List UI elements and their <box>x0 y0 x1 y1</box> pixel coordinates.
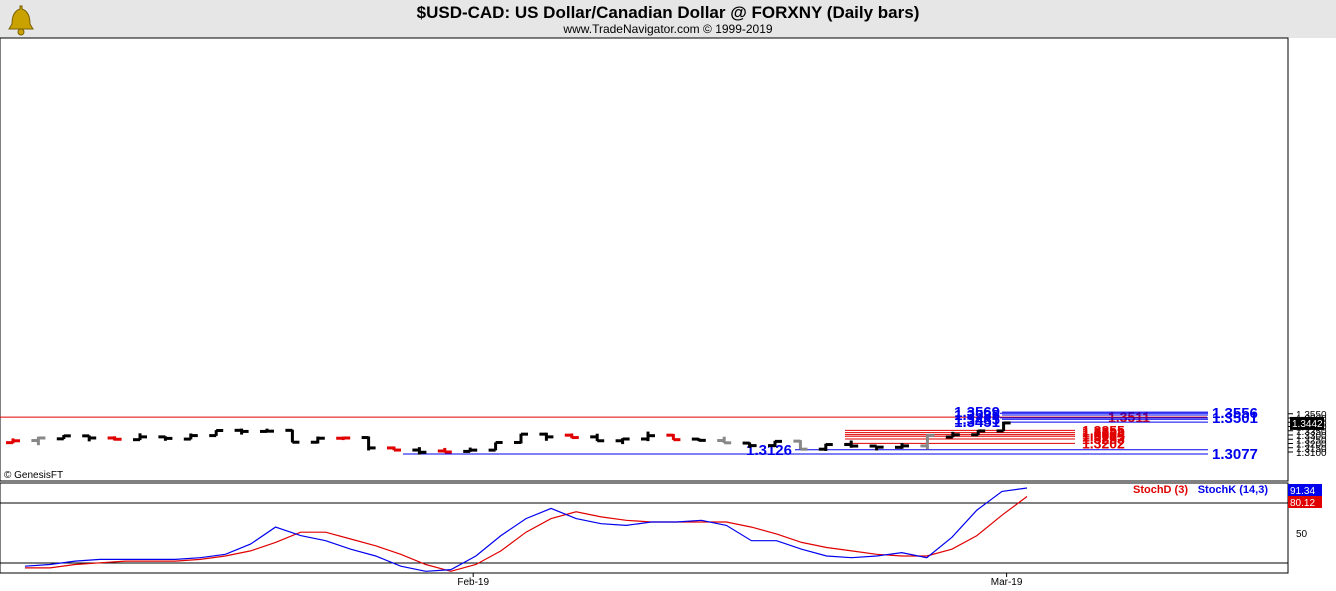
price-panel-frame <box>0 37 1289 482</box>
ohlc-bar <box>945 431 960 439</box>
red-level-label: 1.3202 <box>1082 435 1125 451</box>
ohlc-bar <box>514 432 528 444</box>
ohlc-bar <box>641 431 655 442</box>
stoch-k-badge <box>1288 484 1322 496</box>
blue-level-label: 1.3569 <box>954 404 1000 421</box>
last-price-badge: 1.3442 <box>1290 416 1324 430</box>
ohlc-bar <box>56 434 71 441</box>
blue-level-label: 1.3535 <box>954 407 1000 424</box>
ohlc-bar <box>666 433 681 442</box>
date-tick-label: Feb-19 <box>457 577 489 588</box>
price-tick-label: 1.3300 <box>1296 431 1327 442</box>
ohlc-bar <box>31 436 46 446</box>
stoch-tick-50: 50 <box>1296 529 1308 540</box>
ohlc-bar <box>107 436 122 441</box>
ohlc-bar <box>717 436 732 445</box>
price-tick-label: 1.3350 <box>1296 427 1327 438</box>
red-level-label: 1.3328 <box>1082 425 1125 441</box>
ohlc-bar <box>82 434 97 442</box>
ohlc-bar <box>412 447 427 455</box>
chart-subtitle: www.TradeNavigator.com © 1999-2019 <box>562 22 772 36</box>
stochastic-panel: StochD (3) StochK (14,3) 50 91.34 80.12 … <box>0 482 1322 588</box>
price-tick-label: 1.3250 <box>1296 435 1327 446</box>
ohlc-bar <box>539 432 554 441</box>
ohlc-bar <box>133 433 147 442</box>
watermark: © GenesisFT <box>4 470 63 481</box>
ohlc-bar <box>387 446 401 452</box>
header: $USD-CAD: US Dollar/Canadian Dollar @ FO… <box>0 0 1336 38</box>
blue-level-label: 1.3556 <box>1212 405 1258 422</box>
red-level-label: 1.3285 <box>1082 428 1125 444</box>
ohlc-bar <box>768 439 782 448</box>
stoch-k-value: 91.34 <box>1290 486 1315 497</box>
price-tick-label: 1.3100 <box>1296 448 1327 459</box>
price-panel: 1.31001.31501.32001.32501.33001.33501.34… <box>0 37 1327 482</box>
red-level-label: 1.3355 <box>1082 422 1125 438</box>
ohlc-bar <box>590 433 605 443</box>
ohlc-bar <box>234 428 249 435</box>
date-axis: Feb-19 Mar-19 <box>457 573 1023 588</box>
ohlc-bar <box>336 436 351 441</box>
ohlc-bar <box>615 437 630 445</box>
stoch-k-legend: StochK (14,3) <box>1198 484 1269 496</box>
ohlc-bar <box>895 443 909 449</box>
ohlc-bar <box>209 428 224 438</box>
blue-level-label: 1.3077 <box>1212 446 1258 463</box>
ohlc-bar <box>971 429 986 437</box>
chart-title: $USD-CAD: US Dollar/Canadian Dollar @ FO… <box>417 3 920 22</box>
bell-icon <box>8 5 34 36</box>
header-background <box>0 0 1336 38</box>
stoch-d-badge <box>1288 496 1322 508</box>
red-level-label: 1.3253 <box>1082 431 1125 447</box>
blue-level-label: 1.3451 <box>954 414 1000 431</box>
ohlc-bar <box>844 440 859 448</box>
ohlc-bar <box>869 444 884 451</box>
level-lines: 1.35111.33551.33281.33041.32851.32531.32… <box>0 404 1258 463</box>
ohlc-bar <box>310 436 325 444</box>
blue-level-label: 1.3501 <box>1212 410 1258 427</box>
ohlc-bar <box>285 428 300 444</box>
last-price-label: 1.3442 <box>1292 419 1323 430</box>
stoch-d-line <box>25 496 1028 572</box>
ohlc-bar <box>920 433 935 450</box>
price-tick-label: 1.3550 <box>1296 410 1327 421</box>
price-tick-label: 1.3150 <box>1296 444 1327 455</box>
ohlc-bar <box>158 435 173 441</box>
stoch-d-legend: StochD (3) <box>1133 484 1188 496</box>
price-tick-label: 1.3200 <box>1296 440 1327 451</box>
stoch-d-value: 80.12 <box>1290 498 1315 509</box>
ohlc-bar <box>488 440 503 452</box>
ohlc-bar <box>6 438 20 445</box>
ohlc-bar <box>793 439 808 451</box>
ohlc-bar <box>564 433 579 440</box>
ohlc-bar <box>742 441 757 448</box>
blue-level-label: 1.3126 <box>746 442 792 459</box>
ohlc-bars <box>6 421 1011 455</box>
ohlc-bar <box>818 443 833 451</box>
ohlc-bar <box>691 437 706 442</box>
ohlc-bar <box>183 433 198 441</box>
ohlc-bar <box>996 421 1011 433</box>
ohlc-bar <box>260 428 274 433</box>
ohlc-bar <box>361 436 376 451</box>
ohlc-bar <box>437 447 452 454</box>
blue-level-label: 1.3485 <box>954 411 1000 428</box>
date-tick-label: Mar-19 <box>991 577 1023 588</box>
ohlc-bar <box>463 447 478 453</box>
stoch-k-line <box>24 487 1028 572</box>
red-level-label: 1.3304 <box>1082 427 1125 443</box>
